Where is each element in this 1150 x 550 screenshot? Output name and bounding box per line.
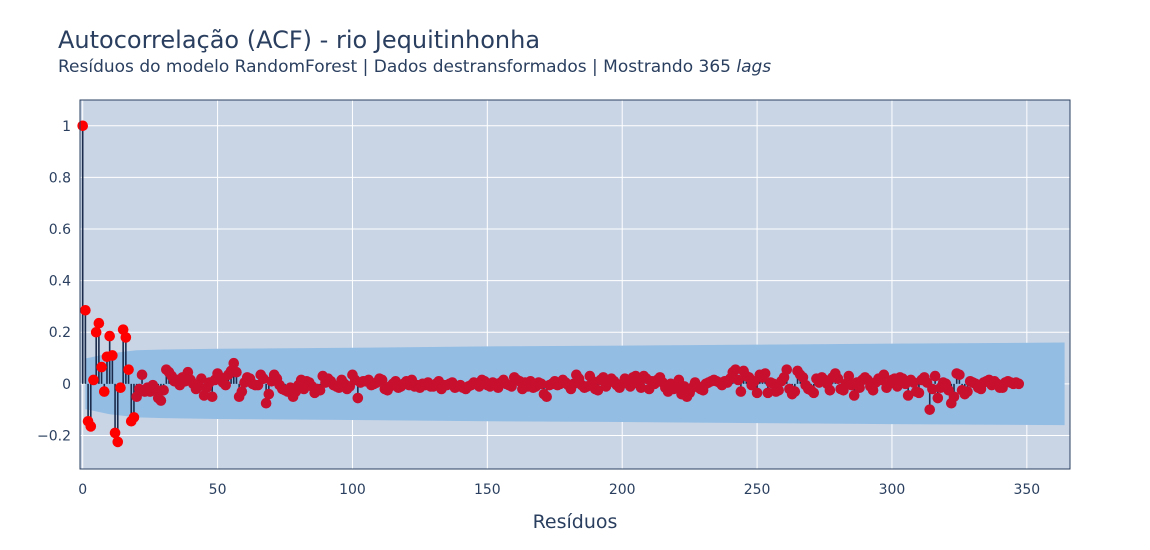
acf-point [541, 391, 552, 403]
acf-point [128, 412, 140, 423]
acf-point [120, 332, 132, 343]
x-tick-label: 200 [609, 482, 636, 498]
acf-point [624, 381, 636, 392]
acf-point [109, 427, 121, 439]
acf-point [592, 384, 604, 396]
acf-point [123, 364, 134, 375]
acf-point [902, 390, 914, 401]
acf-point [85, 421, 97, 432]
acf-point [759, 368, 771, 379]
acf-point [231, 366, 242, 378]
acf-point [115, 382, 126, 394]
acf-point [878, 369, 890, 381]
acf-point [258, 373, 269, 384]
acf-point [929, 370, 941, 382]
acf-point [535, 378, 547, 390]
acf-point [88, 374, 99, 386]
x-tick-label: 300 [879, 482, 906, 498]
acf-point [751, 387, 763, 399]
acf-point [376, 374, 388, 386]
acf-point [260, 397, 272, 409]
chart-subtitle-italic: lags [736, 57, 772, 77]
acf-point [136, 369, 148, 381]
acf-point [236, 386, 248, 397]
acf-point [98, 386, 110, 397]
acf-point [781, 364, 793, 375]
acf-point [635, 382, 647, 394]
acf-point [314, 384, 326, 396]
acf-point [832, 373, 844, 384]
x-tick-label: 350 [1013, 482, 1040, 498]
markers-layer [77, 120, 1025, 448]
acf-point [789, 386, 801, 397]
acf-point [735, 386, 747, 397]
acf-point [730, 364, 741, 375]
acf-point [150, 383, 161, 395]
acf-point [93, 317, 105, 329]
acf-point [352, 392, 364, 404]
acf-point [824, 384, 836, 396]
acf-point [80, 305, 91, 316]
x-axis-title: Resíduos [533, 511, 618, 533]
acf-point [77, 120, 88, 132]
acf-point [954, 369, 965, 381]
chart-title: Autocorrelação (ACF) - rio Jequitinhonha [58, 26, 541, 54]
acf-point [924, 404, 936, 415]
acf-point [932, 392, 944, 404]
acf-point [158, 384, 169, 396]
y-tick-label: 0.6 [49, 222, 71, 238]
acf-point [843, 370, 855, 382]
acf-point [732, 374, 744, 386]
y-tick-label: 0.2 [49, 325, 71, 341]
acf-point [773, 384, 784, 396]
y-tick-label: 0.8 [49, 170, 71, 186]
x-tick-label: 250 [744, 482, 771, 498]
chart-subtitle: Resíduos do modelo RandomForest | Dados … [58, 57, 771, 77]
acf-point [206, 391, 218, 403]
acf-point [908, 377, 919, 388]
acf-point [263, 388, 275, 400]
acf-point [927, 383, 938, 395]
y-tick-label: 0 [62, 377, 71, 393]
acf-point [848, 390, 860, 401]
x-tick-label: 100 [339, 482, 366, 498]
acf-point [107, 350, 118, 361]
acf-point [90, 326, 102, 338]
acf-point [892, 381, 903, 392]
acf-point [155, 395, 167, 406]
x-tick-label: 50 [209, 482, 227, 498]
acf-point [948, 391, 960, 403]
acf-point [808, 387, 820, 399]
y-tick-label: 1 [62, 119, 71, 135]
acf-point [1013, 378, 1025, 390]
acf-point [962, 386, 973, 397]
y-axis-ticks: −0.2 0 0.2 0.4 0.6 0.8 1 [37, 119, 71, 445]
acf-point [228, 357, 240, 369]
acf-point [112, 436, 124, 448]
x-tick-label: 0 [78, 482, 87, 498]
x-tick-label: 150 [474, 482, 501, 498]
acf-point [104, 330, 115, 342]
acf-point [96, 361, 107, 373]
acf-point [913, 387, 925, 399]
chart-subtitle-text: Resíduos do modelo RandomForest | Dados … [58, 57, 731, 77]
x-axis-ticks: 0 50 100 150 200 250 300 350 [78, 482, 1040, 498]
acf-point [220, 379, 231, 391]
y-tick-label: −0.2 [37, 428, 71, 444]
y-tick-label: 0.4 [49, 274, 71, 290]
acf-point [196, 373, 207, 384]
acf-point [762, 387, 774, 399]
plot-frame [79, 99, 1071, 470]
